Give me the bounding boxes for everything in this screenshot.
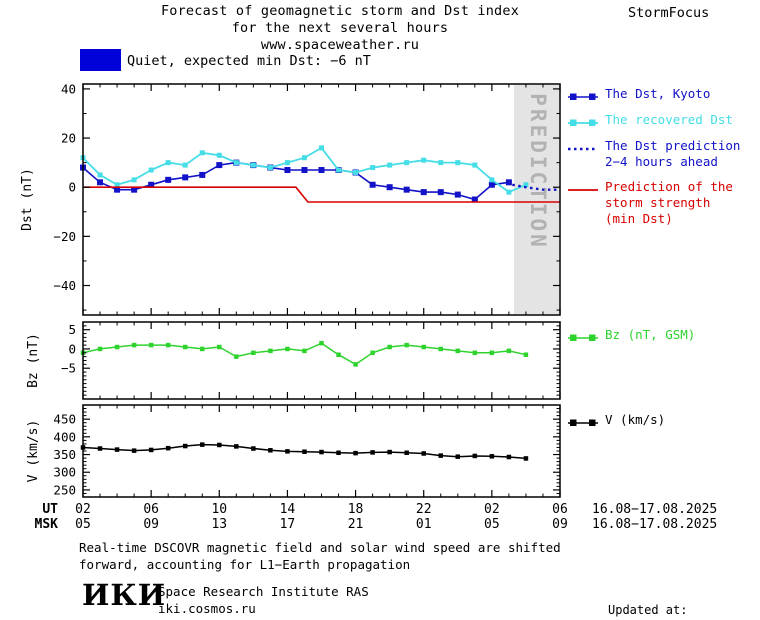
svg-text:−20: −20 — [53, 229, 76, 244]
storm-level-swatch — [80, 49, 121, 71]
legend-dst-panel: The Dst, Kyoto The recovered Dst The Dst… — [568, 86, 740, 236]
svg-text:22: 22 — [416, 502, 432, 517]
storm-strength-marker-icon — [568, 189, 598, 191]
legend-item-dst-prediction: The Dst prediction 2−4 hours ahead — [568, 138, 740, 170]
x-date-label-ut: 16.08−17.08.2025 — [592, 502, 717, 517]
legend-item-dst-kyoto: The Dst, Kyoto — [568, 86, 740, 103]
prediction-band — [514, 85, 559, 314]
svg-text:20: 20 — [61, 131, 76, 146]
x-date-label-msk: 16.08−17.08.2025 — [592, 517, 717, 532]
svg-text:06: 06 — [552, 502, 568, 517]
title-site-url: www.spaceweather.ru — [260, 37, 420, 53]
ylabel-bz: Bz (nT) — [26, 333, 41, 388]
ylabel-dst: Dst (nT) — [20, 168, 35, 231]
legend-label: The Dst prediction — [605, 138, 741, 153]
legend-v-panel: V (km/s) — [568, 412, 665, 438]
series-dst-0 — [82, 161, 510, 201]
svg-text:21: 21 — [348, 517, 364, 532]
legend-label: (min Dst) — [605, 211, 673, 226]
legend-item-v: V (km/s) — [568, 412, 665, 429]
status-text: Quiet, expected min Dst: −6 nT — [127, 53, 371, 69]
legend-label: The Dst, Kyoto — [605, 86, 711, 101]
updated-block: Updated at: UT 02:05, 17.08.2025 MSK 05:… — [600, 569, 752, 620]
svg-text:02: 02 — [484, 502, 500, 517]
svg-text:01: 01 — [416, 517, 432, 532]
legend-item-storm-strength: Prediction of the storm strength (min Ds… — [568, 179, 740, 227]
panel-bz: 5 0 −5 Bz (nT) — [26, 321, 561, 400]
title-line-1: Forecast of geomagnetic storm and Dst in… — [160, 3, 520, 19]
title-line-2: for the next several hours — [231, 20, 449, 36]
legend-label: Bz (nT, GSM) — [605, 327, 696, 342]
footnote-line-1: Real-time DSCOVR magnetic field and sola… — [79, 540, 561, 555]
svg-text:250: 250 — [53, 482, 76, 497]
svg-text:400: 400 — [53, 429, 76, 444]
svg-text:09: 09 — [143, 517, 159, 532]
legend-label: The recovered Dst — [605, 112, 733, 127]
legend-label: storm strength — [605, 195, 711, 210]
svg-text:14: 14 — [280, 502, 296, 517]
institute-site-url: iki.cosmos.ru — [158, 601, 256, 616]
svg-text:0: 0 — [68, 180, 76, 195]
svg-text:09: 09 — [552, 517, 568, 532]
panel-dst: PREDICTION 40 20 0 −20 −40 Dst (nT) — [20, 81, 561, 316]
series-dst-3 — [83, 186, 560, 203]
ylabel-v: V (km/s) — [26, 420, 41, 483]
svg-text:05: 05 — [75, 517, 91, 532]
footnote: Real-time DSCOVR magnetic field and sola… — [79, 539, 561, 573]
legend-bz-panel: Bz (nT, GSM) — [568, 327, 695, 353]
panel-v: 450 400 350 300 250 V (km/s) — [26, 404, 561, 498]
svg-text:10: 10 — [211, 502, 227, 517]
svg-text:−5: −5 — [61, 361, 76, 376]
svg-text:300: 300 — [53, 465, 76, 480]
svg-text:05: 05 — [484, 517, 500, 532]
x-axis-labels: UTMSK0205060910131417182122010205060916.… — [35, 502, 718, 532]
footnote-line-2: forward, accounting for L1−Earth propaga… — [79, 557, 411, 572]
legend-label: Prediction of the — [605, 179, 733, 194]
series-dst-2 — [512, 183, 560, 191]
svg-text:40: 40 — [61, 81, 76, 96]
x-row-header-ut: UT — [42, 502, 58, 517]
brand-stormfocus: StormFocus — [628, 5, 710, 21]
recovered-dst-marker-icon — [568, 119, 598, 126]
legend-item-bz: Bz (nT, GSM) — [568, 327, 695, 344]
chart-canvas: PREDICTION 40 20 0 −20 −40 Dst (nT) 5 0 −5 Bz (nT)… — [20, 81, 718, 532]
prediction-label: PREDICTION — [526, 93, 550, 249]
svg-text:02: 02 — [75, 502, 91, 517]
dst-kyoto-marker-icon — [568, 93, 598, 100]
dst-prediction-marker-icon — [568, 147, 598, 151]
svg-text:17: 17 — [280, 517, 296, 532]
iki-logo: ИКИ — [82, 578, 167, 612]
svg-text:0: 0 — [68, 341, 76, 356]
svg-text:−40: −40 — [53, 278, 76, 293]
x-row-header-msk: MSK — [35, 517, 59, 532]
bz-marker-icon — [568, 334, 598, 341]
svg-text:5: 5 — [68, 322, 76, 337]
svg-text:18: 18 — [348, 502, 364, 517]
svg-text:450: 450 — [53, 412, 76, 427]
svg-text:350: 350 — [53, 447, 76, 462]
updated-label: Updated at: — [608, 603, 688, 617]
legend-item-recovered-dst: The recovered Dst — [568, 112, 740, 129]
svg-text:06: 06 — [143, 502, 159, 517]
svg-text:13: 13 — [211, 517, 227, 532]
chart-title-block: Forecast of geomagnetic storm and Dst in… — [70, 3, 610, 54]
v-marker-icon — [568, 419, 598, 426]
legend-label: V (km/s) — [605, 412, 666, 427]
institute-name: Space Research Institute RAS — [158, 584, 369, 599]
legend-label: 2−4 hours ahead — [605, 154, 718, 169]
